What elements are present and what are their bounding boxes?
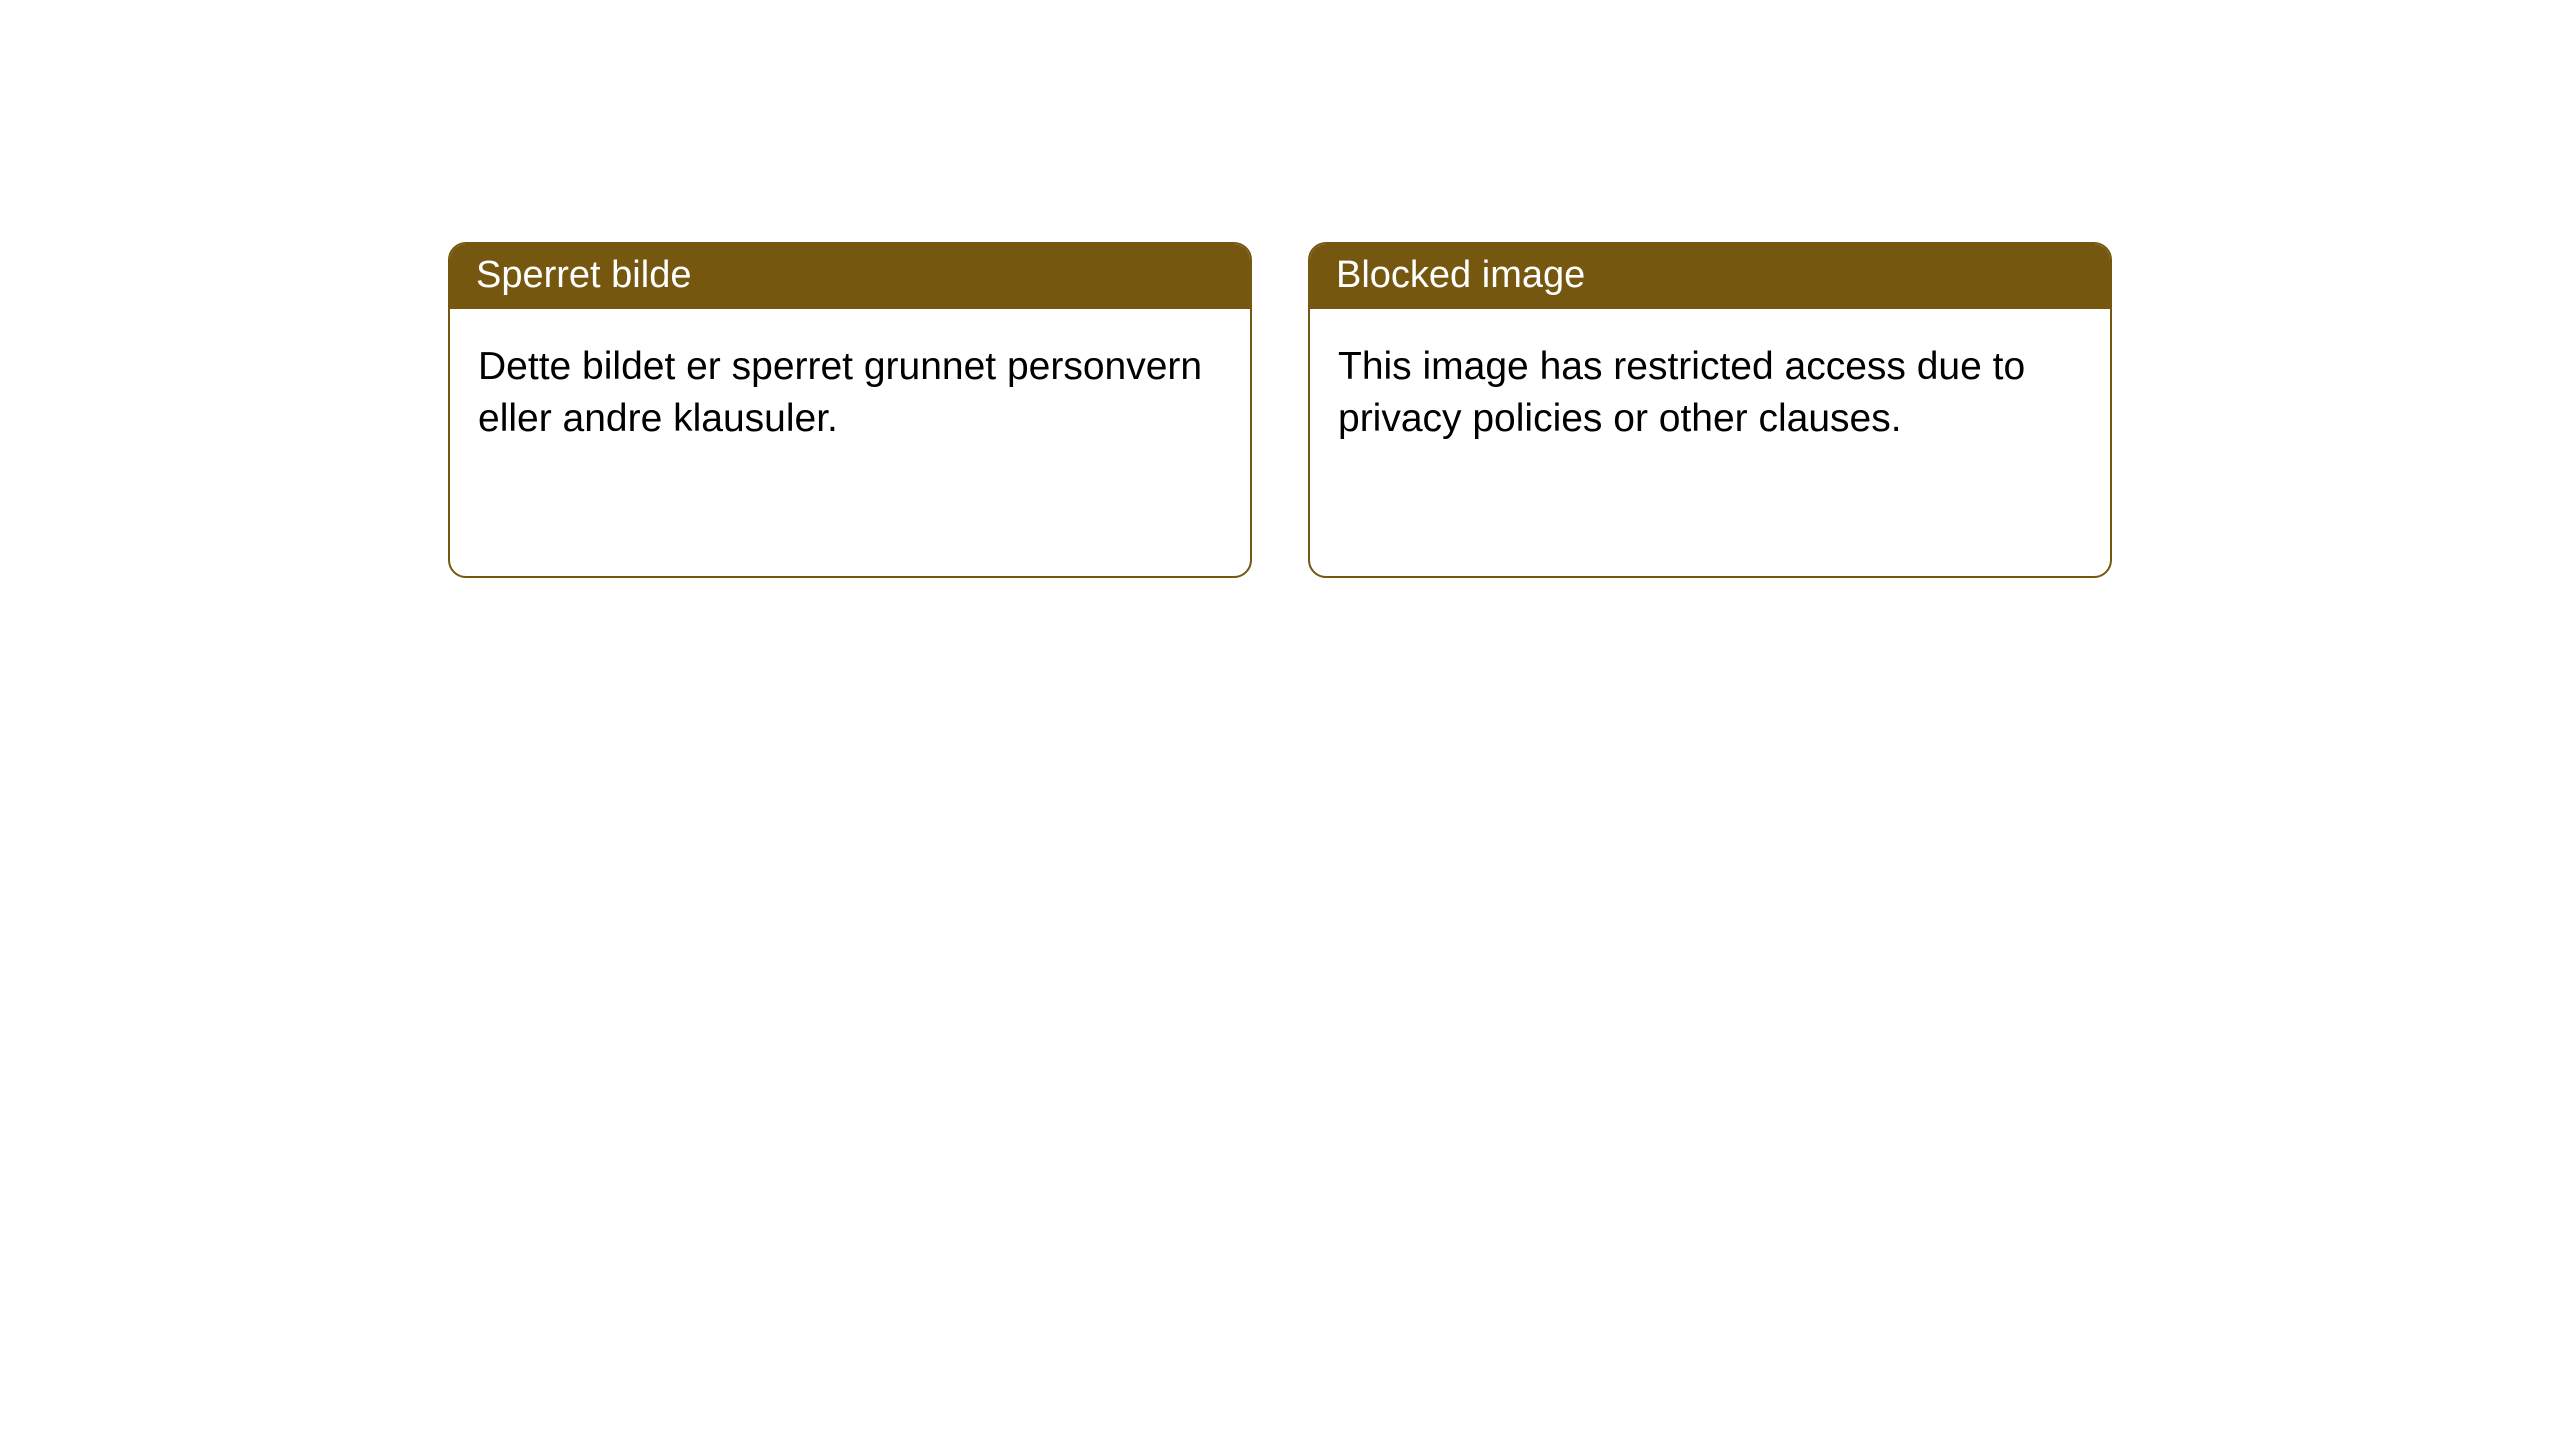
card-header: Blocked image [1310, 244, 2110, 309]
notice-card-norwegian: Sperret bilde Dette bildet er sperret gr… [448, 242, 1252, 578]
card-body: This image has restricted access due to … [1310, 309, 2110, 476]
card-body: Dette bildet er sperret grunnet personve… [450, 309, 1250, 476]
notice-cards-container: Sperret bilde Dette bildet er sperret gr… [0, 0, 2560, 578]
card-header: Sperret bilde [450, 244, 1250, 309]
notice-card-english: Blocked image This image has restricted … [1308, 242, 2112, 578]
